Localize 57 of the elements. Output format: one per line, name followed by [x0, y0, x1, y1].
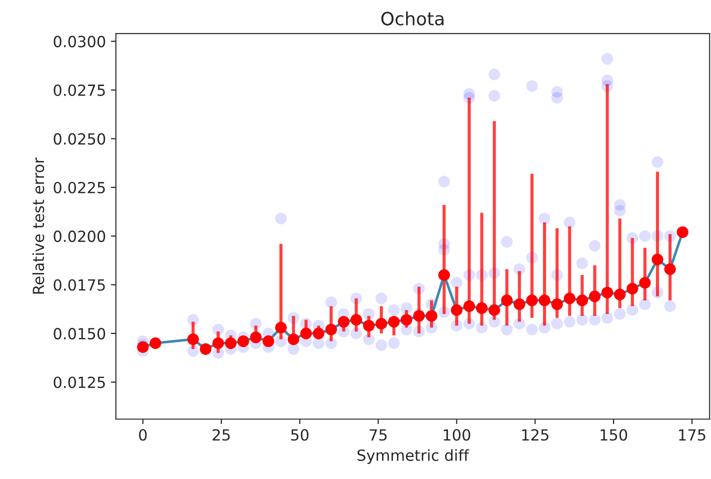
- x-tick-label: 25: [212, 429, 230, 441]
- point: [588, 290, 601, 302]
- point: [626, 282, 638, 294]
- x-tick-label: 0: [139, 429, 147, 441]
- point: [338, 316, 350, 328]
- point: [262, 335, 274, 348]
- point: [450, 304, 462, 316]
- point: [224, 337, 237, 349]
- point: [526, 294, 538, 306]
- point: [463, 300, 476, 312]
- point: [362, 320, 375, 332]
- point: [551, 298, 563, 310]
- point: [614, 288, 626, 300]
- point: [288, 333, 300, 346]
- x-tick-label: 125: [522, 429, 548, 441]
- point: [501, 294, 513, 306]
- x-tick-label: 50: [291, 429, 308, 441]
- point: [350, 314, 362, 326]
- x-axis-title: Symmetric diff: [358, 449, 470, 464]
- point: [639, 276, 651, 289]
- y-tick-label: 0.0200: [54, 230, 106, 242]
- point: [312, 328, 324, 340]
- point: [652, 254, 664, 266]
- point: [488, 304, 500, 316]
- point: [426, 310, 438, 322]
- y-tick-label: 0.0125: [54, 376, 105, 388]
- chart-title: Ochota: [381, 11, 444, 26]
- x-tick-label: 100: [444, 429, 470, 441]
- point: [237, 335, 250, 348]
- point: [250, 332, 262, 344]
- point: [400, 314, 412, 326]
- point: [601, 286, 614, 298]
- point: [325, 324, 337, 336]
- point: [376, 318, 388, 330]
- point: [564, 292, 576, 304]
- point: [275, 322, 287, 334]
- x-tick-label: 150: [600, 429, 628, 441]
- y-tick-label: 0.0150: [54, 328, 106, 340]
- y-tick-label: 0.0225: [54, 182, 105, 194]
- y-tick-label: 0.0300: [54, 36, 106, 48]
- point: [538, 294, 550, 306]
- x-tick-label: 175: [679, 429, 706, 441]
- point: [438, 269, 450, 281]
- point: [514, 298, 526, 310]
- point: [388, 316, 400, 328]
- point: [664, 263, 676, 275]
- point: [150, 337, 162, 349]
- y-axis-title: Relative test error: [32, 158, 44, 294]
- point: [576, 294, 588, 306]
- y-tick-label: 0.0275: [54, 84, 105, 96]
- y-tick-label: 0.0175: [54, 279, 105, 291]
- x-tick-label: 75: [370, 429, 387, 441]
- point: [476, 302, 488, 314]
- point: [187, 333, 199, 346]
- y-tick-label: 0.0250: [54, 133, 106, 145]
- point: [212, 337, 224, 349]
- point: [300, 328, 312, 340]
